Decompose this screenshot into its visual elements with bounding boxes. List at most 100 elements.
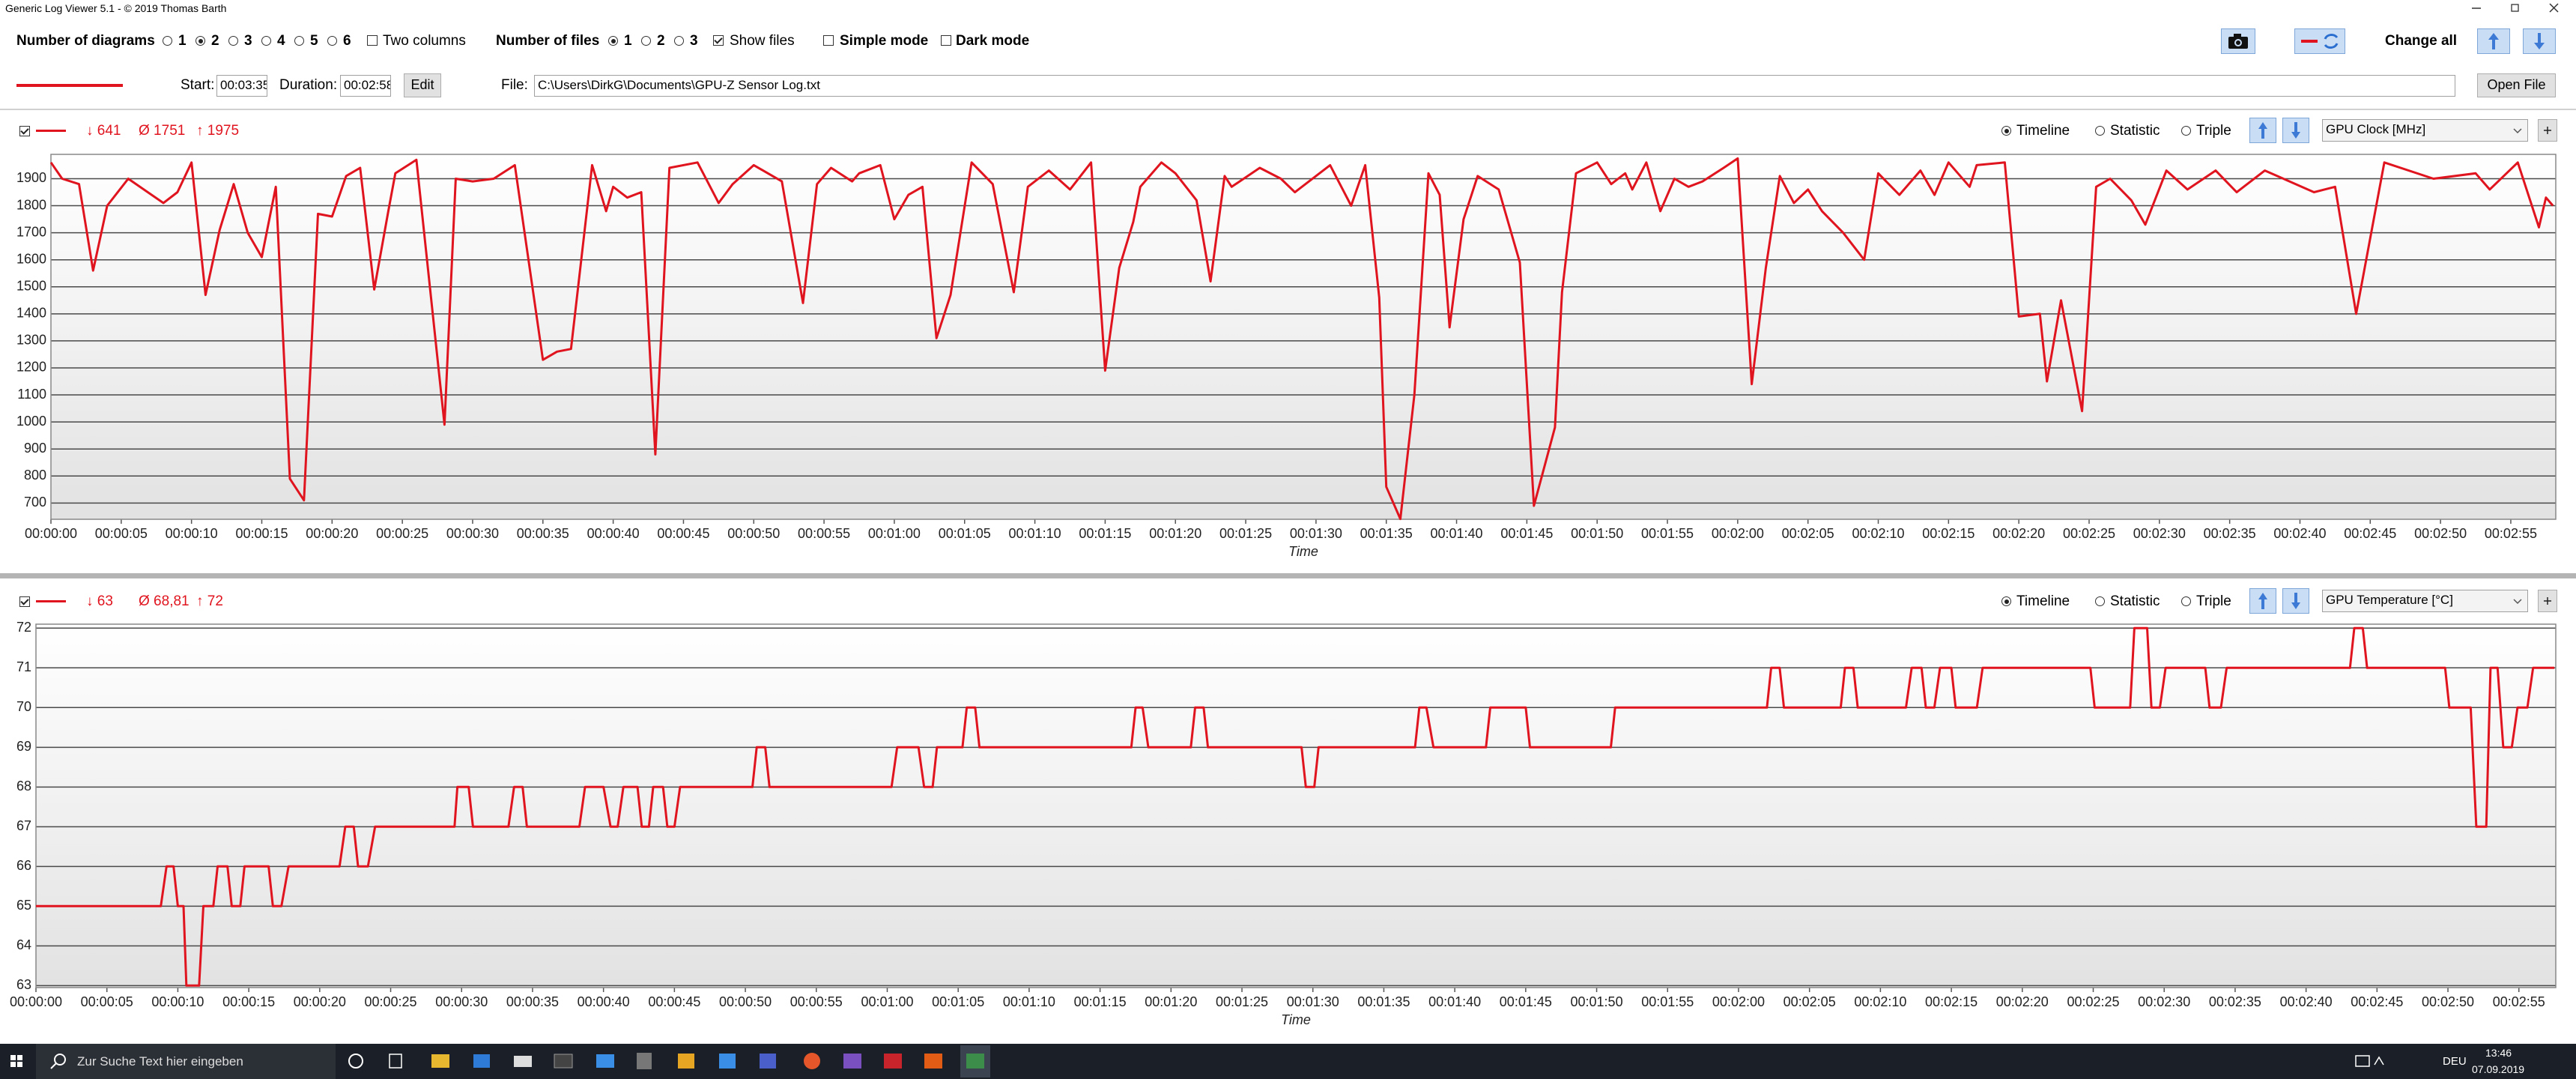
file-input[interactable]: C:\Users\DirkG\Documents\GPU-Z Sensor Lo… bbox=[534, 75, 2455, 97]
start-label: Start: bbox=[181, 77, 215, 93]
x-tick-label: 00:00:00 bbox=[25, 526, 77, 541]
option[interactable]: 3 bbox=[244, 33, 252, 49]
radio[interactable] bbox=[674, 36, 684, 46]
checkbox[interactable] bbox=[19, 596, 30, 607]
view-option[interactable]: Timeline bbox=[2016, 593, 2070, 609]
radio[interactable] bbox=[327, 36, 337, 46]
view-option[interactable]: Statistic bbox=[2110, 123, 2160, 139]
checkbox[interactable] bbox=[941, 35, 951, 46]
open-file-button[interactable]: Open File bbox=[2477, 73, 2556, 97]
x-tick-label: 00:00:10 bbox=[166, 526, 218, 541]
radio[interactable] bbox=[2181, 596, 2191, 606]
option[interactable]: 1 bbox=[624, 33, 632, 49]
view-option[interactable]: Timeline bbox=[2016, 123, 2070, 139]
duration-input[interactable]: 00:02:58 bbox=[340, 75, 391, 97]
x-tick-label: 00:00:25 bbox=[376, 526, 428, 541]
radio[interactable] bbox=[294, 36, 304, 46]
x-axis-label: Time bbox=[1281, 1012, 1311, 1027]
option[interactable]: 3 bbox=[690, 33, 698, 49]
y-tick-label: 72 bbox=[16, 620, 31, 635]
clock-date: 07.09.2019 bbox=[2472, 1063, 2525, 1075]
radio[interactable] bbox=[641, 36, 651, 46]
radio[interactable] bbox=[2001, 596, 2011, 606]
down-icon bbox=[2534, 33, 2545, 49]
y-tick-label: 68 bbox=[16, 779, 31, 794]
x-tick-label: 00:02:00 bbox=[1712, 994, 1765, 1009]
checkbox[interactable] bbox=[19, 126, 30, 136]
x-tick-label: 00:01:05 bbox=[932, 994, 984, 1009]
dark-mode[interactable]: Dark mode bbox=[956, 33, 1030, 49]
radio[interactable] bbox=[2181, 126, 2191, 136]
y-tick-label: 71 bbox=[16, 659, 31, 674]
x-axis-label: Time bbox=[1288, 544, 1318, 559]
view-option[interactable]: Triple bbox=[2196, 593, 2231, 609]
x-tick-label: 00:01:50 bbox=[1571, 994, 1623, 1009]
x-tick-label: 00:00:35 bbox=[506, 994, 559, 1009]
start-input[interactable]: 00:03:35 bbox=[216, 75, 267, 97]
checkbox[interactable] bbox=[367, 35, 378, 46]
taskbar bbox=[0, 1044, 2576, 1079]
camera-button[interactable] bbox=[2221, 28, 2255, 54]
view-option[interactable]: Triple bbox=[2196, 123, 2231, 139]
option[interactable]: 1 bbox=[178, 33, 187, 49]
y-tick-label: 1000 bbox=[16, 414, 46, 429]
summary: Ø 1751 bbox=[139, 123, 186, 139]
up-arrow bbox=[2258, 122, 2267, 139]
sensor-select[interactable]: GPU Clock [MHz] bbox=[2322, 119, 2528, 142]
option[interactable]: 5 bbox=[310, 33, 318, 49]
y-tick-label: 69 bbox=[16, 739, 31, 754]
checkbox[interactable] bbox=[823, 35, 834, 46]
search-text[interactable]: Zur Suche Text hier eingeben bbox=[77, 1054, 243, 1069]
option[interactable]: 2 bbox=[657, 33, 665, 49]
x-tick-label: 00:02:10 bbox=[1852, 526, 1904, 541]
x-tick-label: 00:00:45 bbox=[657, 526, 709, 541]
x-tick-label: 00:01:15 bbox=[1079, 526, 1131, 541]
simple-mode[interactable]: Simple mode bbox=[840, 33, 929, 49]
x-tick-label: 00:02:30 bbox=[2133, 526, 2186, 541]
checkbox[interactable] bbox=[713, 35, 724, 46]
radio[interactable] bbox=[2095, 126, 2105, 136]
file-color bbox=[16, 84, 123, 87]
x-tick-label: 00:00:25 bbox=[364, 994, 416, 1009]
y-tick-label: 1700 bbox=[16, 224, 46, 239]
x-tick-label: 00:00:40 bbox=[578, 994, 630, 1009]
window-controls[interactable] bbox=[2457, 0, 2576, 16]
radio[interactable] bbox=[2001, 126, 2011, 136]
x-tick-label: 00:01:25 bbox=[1216, 994, 1268, 1009]
x-tick-label: 00:00:10 bbox=[151, 994, 204, 1009]
x-tick-label: 00:01:55 bbox=[1641, 526, 1694, 541]
search-box[interactable] bbox=[36, 1044, 336, 1079]
x-tick-label: 00:01:20 bbox=[1149, 526, 1201, 541]
plot-area bbox=[36, 624, 2556, 988]
two-columns[interactable]: Two columns bbox=[383, 33, 466, 49]
view-option[interactable]: Statistic bbox=[2110, 593, 2160, 609]
separator bbox=[0, 109, 2576, 110]
x-tick-label: 00:02:05 bbox=[1782, 526, 1834, 541]
edit-button[interactable]: Edit bbox=[404, 73, 441, 97]
x-tick-label: 00:02:00 bbox=[1712, 526, 1764, 541]
legend-line bbox=[36, 130, 66, 132]
down-arrow bbox=[2291, 593, 2300, 609]
x-tick-label: 00:02:50 bbox=[2414, 526, 2467, 541]
window-title: Generic Log Viewer 5.1 - © 2019 Thomas B… bbox=[5, 2, 227, 14]
radio[interactable] bbox=[261, 36, 271, 46]
option[interactable]: 4 bbox=[277, 33, 285, 49]
show-files[interactable]: Show files bbox=[730, 33, 795, 49]
radio[interactable] bbox=[196, 36, 205, 46]
radio[interactable] bbox=[608, 36, 618, 46]
radio[interactable] bbox=[163, 36, 172, 46]
sync-button[interactable] bbox=[2294, 28, 2345, 54]
x-tick-label: 00:01:00 bbox=[868, 526, 921, 541]
y-tick-label: 1900 bbox=[16, 170, 46, 185]
x-tick-label: 00:00:00 bbox=[10, 994, 62, 1009]
radio[interactable] bbox=[228, 36, 238, 46]
change-all[interactable]: Change all bbox=[2385, 33, 2458, 49]
plot-border bbox=[50, 154, 2557, 520]
option[interactable]: 2 bbox=[211, 33, 219, 49]
sensor-select[interactable]: GPU Temperature [°C] bbox=[2322, 590, 2528, 612]
y-tick-label: 64 bbox=[16, 937, 31, 952]
radio[interactable] bbox=[2095, 596, 2105, 606]
y-tick-label: 1100 bbox=[17, 387, 46, 402]
option[interactable]: 6 bbox=[343, 33, 351, 49]
